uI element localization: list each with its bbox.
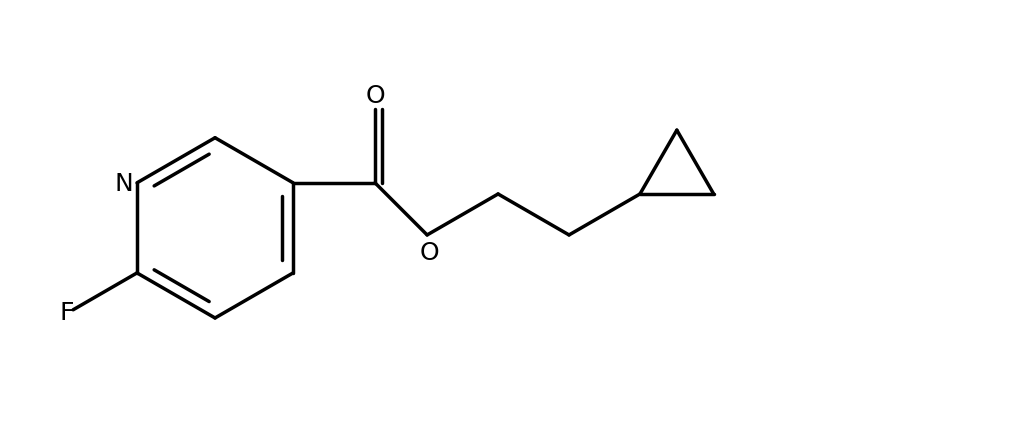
Text: N: N [115, 171, 133, 196]
Text: F: F [59, 300, 75, 324]
Text: O: O [420, 241, 439, 265]
Text: O: O [366, 83, 385, 107]
